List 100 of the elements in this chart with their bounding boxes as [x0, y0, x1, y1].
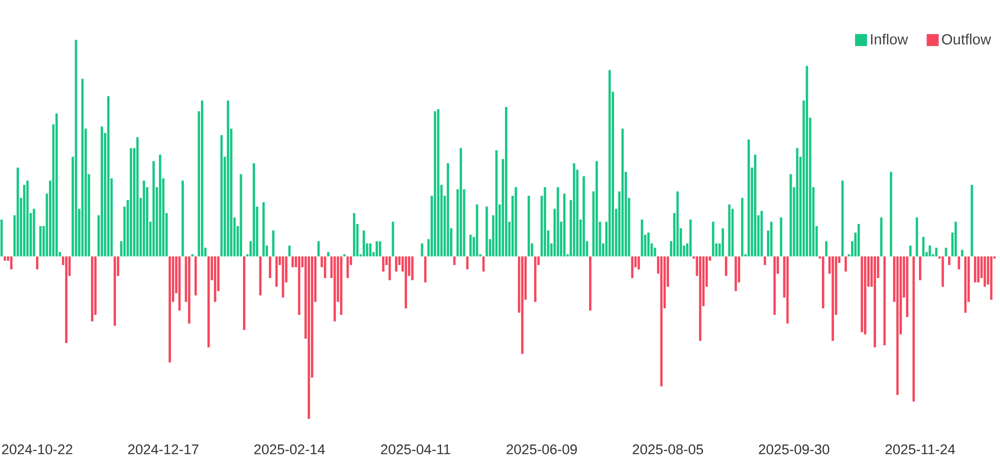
bar: [922, 236, 925, 256]
bar: [100, 126, 104, 256]
bar: [200, 100, 204, 256]
bar: [734, 256, 737, 292]
bar: [880, 217, 882, 256]
bar: [259, 256, 262, 296]
bar: [23, 184, 26, 256]
bar: [918, 256, 922, 280]
bar: [970, 184, 974, 256]
bar: [844, 256, 847, 272]
bar: [388, 256, 391, 280]
bar: [608, 70, 611, 256]
bar: [864, 256, 866, 334]
bar: [411, 256, 414, 280]
bar: [65, 256, 68, 344]
bar: [168, 256, 171, 363]
bar: [404, 256, 408, 308]
bar: [790, 174, 792, 256]
bar: [722, 228, 724, 256]
bar: [860, 256, 864, 332]
bar: [0, 220, 3, 256]
x-tick-label: 2025-04-11: [381, 444, 450, 454]
x-tick-label: 2024-12-17: [128, 444, 198, 454]
bar: [188, 256, 190, 324]
bar: [582, 176, 585, 256]
bar: [984, 256, 986, 287]
x-tick-label: 2025-02-14: [254, 444, 325, 454]
bar: [4, 256, 6, 261]
bar: [334, 256, 336, 322]
bar: [252, 163, 256, 256]
bar: [534, 256, 536, 302]
bar: [748, 139, 750, 256]
bar: [912, 256, 915, 402]
bar: [466, 256, 469, 270]
bar: [596, 161, 598, 256]
bar: [858, 224, 860, 256]
bar: [822, 256, 824, 308]
bar: [631, 256, 634, 278]
x-tick-label: 2024-10-22: [2, 444, 72, 454]
bar: [796, 148, 798, 256]
bar: [292, 256, 294, 268]
bar: [948, 256, 950, 266]
bar: [298, 256, 300, 315]
bar: [308, 256, 310, 419]
bar: [832, 256, 834, 341]
bar: [916, 217, 918, 256]
bar: [974, 256, 976, 282]
bar: [990, 256, 992, 300]
bar: [528, 196, 530, 256]
bar: [638, 256, 640, 270]
bar: [660, 256, 663, 386]
bar: [486, 206, 488, 256]
bar: [243, 256, 246, 330]
bar: [977, 256, 980, 282]
bar: [928, 246, 931, 256]
bar: [376, 241, 378, 256]
bar: [382, 256, 384, 272]
bar: [36, 256, 38, 270]
bar: [327, 252, 330, 256]
x-tick-label: 2025-08-05: [632, 444, 704, 454]
bar: [504, 106, 508, 256]
bar: [764, 256, 766, 266]
bar: [942, 256, 944, 287]
bar: [521, 256, 524, 354]
bar: [182, 180, 184, 256]
bar: [272, 230, 274, 256]
bar: [55, 113, 58, 256]
bar: [935, 248, 938, 256]
bar: [340, 256, 342, 315]
legend-label: Outflow: [942, 34, 992, 45]
bar: [114, 256, 116, 326]
bar: [10, 256, 12, 270]
bar: [712, 222, 714, 256]
bar: [91, 256, 94, 322]
bar: [424, 256, 426, 282]
bar: [346, 256, 349, 278]
bar: [395, 256, 398, 272]
bar: [964, 256, 967, 313]
x-tick-label: 2025-06-09: [506, 444, 577, 454]
bar: [352, 213, 356, 256]
legend-label: Inflow: [871, 34, 908, 45]
bar: [825, 241, 828, 256]
bar: [152, 161, 155, 256]
bar: [563, 194, 566, 256]
x-tick-label: 2025-11-24: [886, 444, 955, 454]
x-tick-label: 2025-09-30: [758, 444, 830, 454]
bar: [741, 198, 744, 256]
bar: [369, 243, 372, 256]
bar: [760, 210, 763, 256]
bar: [460, 148, 462, 256]
bar: [453, 256, 456, 266]
bar: [754, 154, 756, 256]
bar: [961, 250, 964, 256]
bar: [770, 222, 773, 256]
bar: [699, 256, 702, 341]
bar: [207, 256, 210, 348]
bar: [107, 96, 110, 256]
bar: [906, 256, 908, 318]
bar: [874, 256, 876, 348]
bar: [437, 109, 440, 256]
